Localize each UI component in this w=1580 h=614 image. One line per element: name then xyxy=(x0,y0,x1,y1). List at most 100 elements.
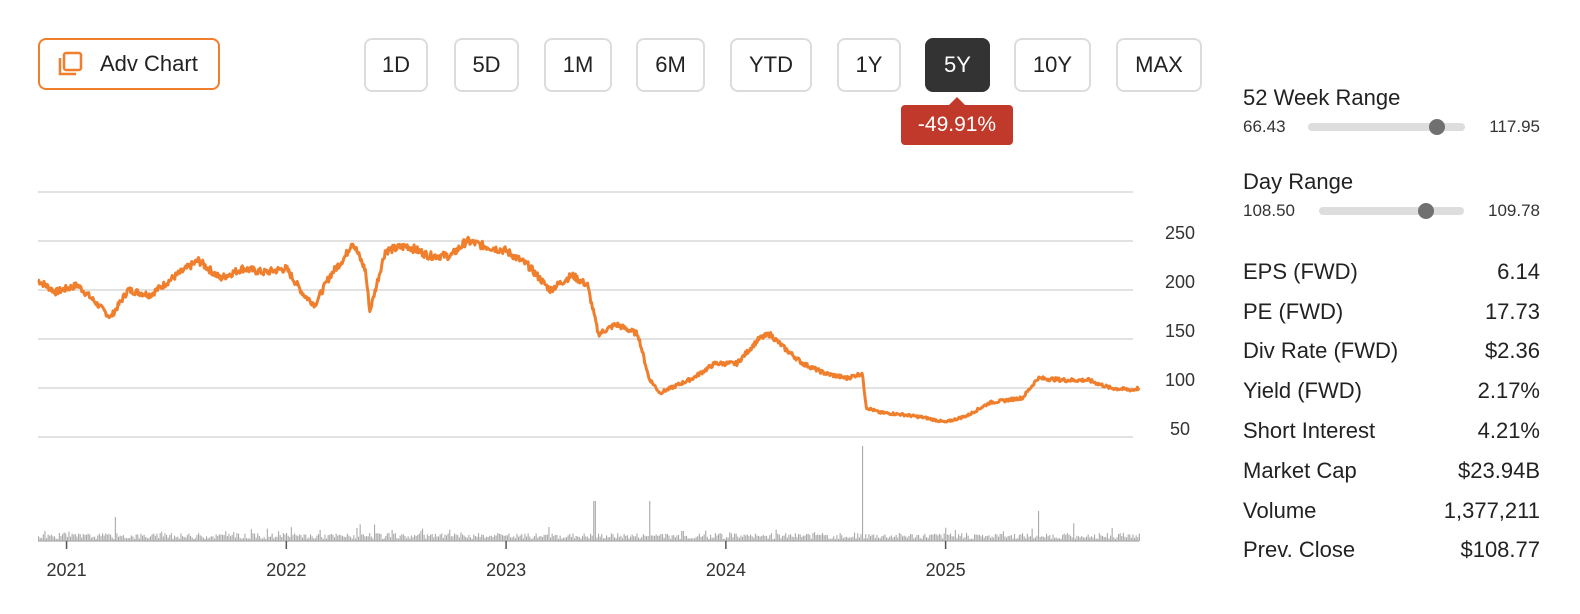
volume-bar xyxy=(129,537,131,541)
volume-bar xyxy=(610,533,612,541)
volume-bar xyxy=(390,537,392,541)
volume-bar xyxy=(106,534,108,541)
volume-bar xyxy=(830,538,832,541)
volume-bar xyxy=(854,532,856,541)
volume-bar xyxy=(756,535,758,541)
range-button-1d[interactable]: 1D xyxy=(364,38,428,92)
range-button-5d[interactable]: 5D xyxy=(454,38,519,92)
volume-bar xyxy=(844,537,846,541)
volume-bar xyxy=(910,534,912,541)
volume-bar xyxy=(124,537,126,541)
stat-row: Div Rate (FWD) $2.36 xyxy=(1243,332,1540,372)
volume-bar xyxy=(252,533,254,541)
volume-bar xyxy=(982,534,984,541)
volume-bar xyxy=(386,533,388,541)
range-button-max[interactable]: MAX xyxy=(1116,38,1202,92)
volume-bar xyxy=(223,535,225,541)
volume-bar xyxy=(823,535,825,541)
volume-bar xyxy=(962,538,964,541)
volume-bar xyxy=(548,527,550,541)
volume-bar xyxy=(1015,538,1017,541)
volume-bar xyxy=(1058,538,1060,541)
volume-bar xyxy=(980,536,982,541)
volume-bar xyxy=(74,534,76,541)
x-tick-label: 2024 xyxy=(706,560,746,580)
range-button-ytd[interactable]: YTD xyxy=(730,38,812,92)
volume-bar xyxy=(206,536,208,541)
volume-bar xyxy=(916,535,918,541)
volume-bar xyxy=(769,535,771,541)
volume-bar xyxy=(316,535,318,541)
volume-bar xyxy=(185,537,187,541)
volume-bar xyxy=(524,533,526,541)
volume-bar xyxy=(628,538,630,541)
x-tick-label: 2023 xyxy=(486,560,526,580)
volume-bar xyxy=(454,533,456,541)
range-button-5y[interactable]: 5Y xyxy=(925,38,990,92)
volume-bar xyxy=(1111,527,1113,541)
volume-bar xyxy=(340,535,342,541)
range-button-10y[interactable]: 10Y xyxy=(1014,38,1091,92)
volume-bar xyxy=(1039,537,1041,541)
volume-bar xyxy=(370,536,372,541)
volume-bar xyxy=(988,535,990,541)
volume-bar xyxy=(961,533,963,541)
volume-bar xyxy=(353,535,355,541)
volume-bar xyxy=(625,535,627,541)
volume-bar xyxy=(566,537,568,541)
volume-bar xyxy=(842,538,844,541)
volume-bar xyxy=(42,534,44,541)
volume-bar xyxy=(738,537,740,541)
volume-bar xyxy=(850,537,852,541)
volume-bar xyxy=(812,533,814,541)
volume-bar xyxy=(975,534,977,541)
volume-bar xyxy=(578,537,580,541)
volume-bar xyxy=(474,536,476,541)
volume-bar xyxy=(174,535,176,541)
volume-bar xyxy=(364,536,366,541)
volume-bar xyxy=(700,536,702,541)
volume-bar xyxy=(798,534,800,541)
volume-bar xyxy=(401,534,403,541)
volume-bar xyxy=(476,536,478,541)
range-button-6m[interactable]: 6M xyxy=(636,38,705,92)
volume-bar xyxy=(478,533,480,541)
volume-bar xyxy=(836,535,838,541)
volume-bar xyxy=(983,537,985,541)
volume-bar xyxy=(818,535,820,541)
day-range-track xyxy=(1319,203,1464,219)
volume-bar xyxy=(362,534,364,541)
volume-bar xyxy=(71,533,73,541)
volume-bar xyxy=(950,533,952,541)
volume-bar xyxy=(1012,538,1014,541)
price-chart[interactable]: 250 200 150 100 50 2021 2022 2023 2024 2025 xyxy=(0,0,1240,614)
volume-bar xyxy=(302,537,304,541)
volume-bar xyxy=(954,530,956,541)
volume-bar xyxy=(382,539,384,541)
range-button-1m[interactable]: 1M xyxy=(544,38,612,92)
volume-bar xyxy=(572,533,574,541)
range-button-1y[interactable]: 1Y xyxy=(837,38,901,92)
volume-bar xyxy=(866,538,868,541)
adv-chart-button[interactable]: Adv Chart xyxy=(38,38,220,90)
stat-value: 4.21% xyxy=(1477,418,1540,444)
adv-chart-label: Adv Chart xyxy=(100,51,198,76)
volume-bar xyxy=(726,537,728,541)
volume-bar xyxy=(1010,535,1012,541)
volume-bar xyxy=(1004,536,1006,541)
volume-bar xyxy=(1129,534,1131,541)
volume-bar xyxy=(511,537,513,541)
volume-bar xyxy=(145,537,147,541)
volume-bar xyxy=(591,535,593,541)
volume-bar xyxy=(913,538,915,541)
stat-label: Short Interest xyxy=(1243,418,1376,444)
volume-bar xyxy=(772,539,774,541)
stat-row: EPS (FWD) 6.14 xyxy=(1243,252,1540,292)
y-axis-ticks: 250 200 150 100 50 xyxy=(1165,223,1195,439)
volume-bar xyxy=(433,537,435,541)
volume-bar xyxy=(137,534,139,541)
volume-bar xyxy=(996,534,998,541)
volume-bar xyxy=(446,535,448,541)
volume-bar xyxy=(1018,534,1020,541)
volume-bar xyxy=(217,535,219,541)
